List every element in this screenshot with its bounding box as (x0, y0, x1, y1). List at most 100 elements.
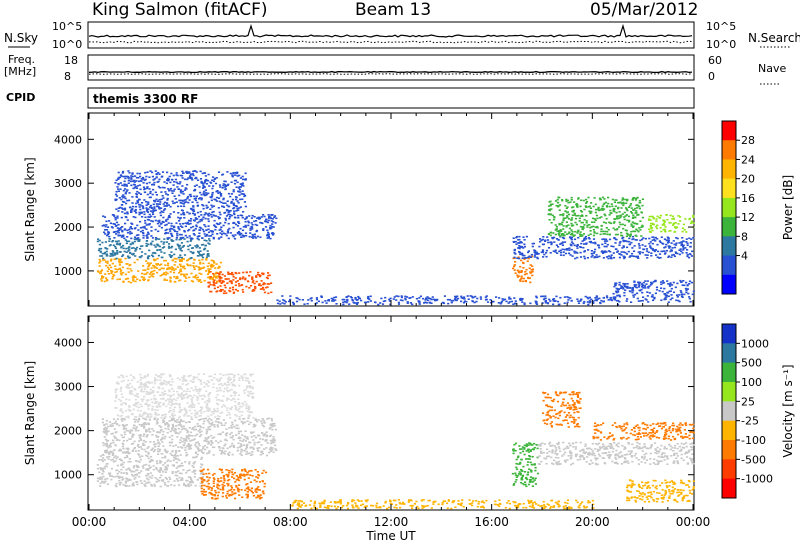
data-cell (234, 277, 237, 279)
data-cell (246, 438, 249, 440)
data-cell (216, 425, 219, 428)
data-cell (639, 239, 642, 242)
data-cell (625, 208, 628, 210)
data-cell (162, 211, 165, 213)
data-cell (165, 421, 168, 424)
data-cell (688, 217, 691, 220)
data-cell (196, 453, 199, 456)
data-cell (603, 202, 606, 205)
data-cell (147, 422, 150, 425)
data-cell (128, 458, 131, 460)
colorbar-segment (722, 217, 736, 237)
data-cell (133, 186, 136, 189)
data-cell (630, 301, 633, 303)
data-cell (449, 299, 452, 301)
data-cell (152, 188, 155, 191)
data-cell (156, 243, 159, 246)
data-cell (518, 238, 521, 241)
data-cell (202, 373, 205, 375)
data-cell (188, 175, 192, 178)
data-cell (597, 208, 600, 211)
data-cell (251, 228, 254, 230)
data-cell (660, 236, 663, 238)
data-cell (240, 451, 243, 453)
data-cell (211, 176, 215, 178)
data-cell (617, 215, 620, 217)
data-cell (637, 257, 640, 259)
data-cell (579, 205, 582, 208)
data-cell (146, 447, 149, 449)
data-cell (127, 447, 130, 450)
data-cell (179, 268, 182, 270)
data-cell (172, 184, 175, 186)
data-cell (679, 248, 682, 250)
data-cell (185, 451, 188, 454)
data-cell (533, 251, 536, 253)
data-cell (176, 458, 179, 460)
data-cell (171, 429, 174, 431)
data-cell (667, 283, 670, 285)
data-cell (523, 245, 526, 248)
data-cell (649, 225, 652, 228)
data-cell (119, 228, 122, 231)
data-cell (184, 225, 187, 228)
data-cell (656, 215, 659, 218)
data-cell (667, 245, 670, 247)
data-cell (585, 238, 588, 240)
data-cell (223, 275, 226, 277)
data-cell (249, 441, 252, 444)
data-cell (594, 248, 597, 251)
data-cell (168, 401, 171, 403)
data-cell (118, 480, 121, 482)
data-cell (203, 181, 206, 184)
data-cell (592, 300, 595, 303)
data-cell (159, 274, 162, 277)
data-cell (156, 244, 159, 247)
data-cell (564, 205, 567, 207)
data-cell (123, 195, 126, 198)
data-cell (174, 474, 177, 477)
data-cell (245, 403, 248, 405)
data-cell (157, 203, 160, 205)
data-cell (241, 288, 244, 291)
data-cell (133, 261, 136, 264)
data-cell (124, 177, 127, 180)
data-cell (679, 290, 682, 292)
data-cell (518, 247, 521, 250)
data-cell (600, 228, 603, 230)
data-cell (102, 444, 105, 447)
data-cell (111, 276, 114, 278)
data-cell (144, 216, 147, 219)
data-cell (126, 211, 129, 213)
data-cell (235, 406, 238, 409)
data-cell (624, 289, 627, 291)
data-cell (139, 379, 142, 381)
data-cell (631, 212, 634, 214)
data-cell (631, 255, 634, 257)
data-cell (114, 268, 117, 270)
data-cell (541, 249, 544, 251)
data-cell (102, 257, 105, 260)
data-cell (168, 380, 171, 383)
data-cell (683, 293, 686, 296)
data-cell (221, 233, 224, 236)
data-cell (518, 235, 521, 238)
data-cell (614, 228, 617, 231)
data-cell (273, 216, 276, 219)
data-cell (243, 201, 246, 203)
data-cell (183, 213, 186, 216)
data-cell (111, 454, 114, 456)
data-cell (164, 232, 168, 234)
data-cell (222, 447, 225, 450)
data-cell (566, 216, 569, 219)
data-cell (484, 296, 487, 299)
data-cell (666, 236, 669, 239)
data-cell (648, 228, 651, 231)
data-cell (518, 251, 521, 254)
data-cell (676, 282, 679, 285)
data-cell (234, 234, 237, 236)
data-cell (240, 232, 243, 235)
data-cell (170, 404, 173, 407)
data-cell (247, 220, 250, 223)
data-cell (131, 223, 134, 225)
